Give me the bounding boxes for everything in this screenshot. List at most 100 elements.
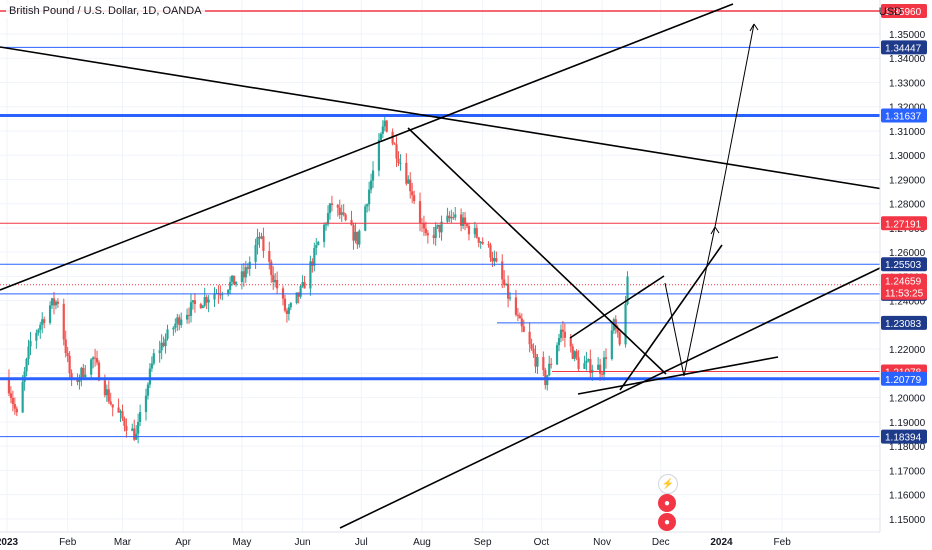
candle-body [536,356,539,367]
candle-body [495,258,498,262]
candle-body [559,329,563,339]
countdown-tag: 11:53:25 [885,289,924,300]
candle-body [121,411,124,419]
symbol-title: British Pound / U.S. Dollar, 1D, OANDA [6,4,205,18]
candle-body [148,368,151,385]
candle-body [117,407,120,413]
candle-body [604,357,608,360]
candle-body [385,120,388,132]
candle-body [569,337,572,347]
candle-body [426,233,429,236]
y-tick-label: 1.29000 [889,175,926,186]
candle-body [614,319,617,330]
candle-body [516,314,519,316]
level-tag-top: 1.35960 [885,7,922,18]
candle-body [139,412,142,422]
candle-body [187,314,191,316]
candle-body [583,363,586,369]
candle-body [422,223,426,229]
y-tick-label: 1.28000 [889,200,926,211]
candle-body [323,224,326,242]
candle-body [144,395,148,413]
level-tag: 1.25503 [885,260,922,271]
candle-body [624,304,627,345]
candle-body [189,302,193,316]
candle-body [520,318,523,327]
candle-body [454,214,457,218]
x-tick-label: 2024 [710,537,733,548]
candle-body [409,179,412,192]
candle-body [518,315,521,319]
candle-body [254,244,257,262]
candle-body [301,282,304,287]
candle-body [39,324,42,330]
candle-body [260,236,263,239]
trend-line [569,275,665,339]
candle-body [407,179,410,184]
candle-body [424,228,427,234]
candle-body [561,329,565,332]
candle-body [542,356,545,371]
candle-body [270,261,273,276]
x-tick-label: Mar [114,537,132,548]
level-tag-bg [881,429,927,444]
candle-body [11,397,14,405]
currency-label[interactable]: USD [878,6,902,18]
candle-body [66,353,69,357]
us-flag-event-icon[interactable]: ● [658,513,676,531]
uk-flag-event-icon[interactable]: ● [658,494,676,512]
candle-body [336,205,339,208]
candle-body [62,303,65,340]
level-tag: 1.23083 [885,319,922,330]
candle-body [309,261,312,289]
candle-body [258,236,261,239]
candle-body [203,297,206,306]
level-tag-bg [881,108,927,123]
candle-body [395,144,398,159]
candle-body [262,236,265,252]
candle-body [178,317,181,326]
candle-body [573,351,576,359]
candle-body [111,404,114,408]
candle-body [493,258,496,262]
candle-body [9,393,13,398]
candle-body [393,143,396,145]
candle-body [383,120,386,127]
candle-body [64,339,67,354]
candle-body [107,389,110,402]
candle-body [315,244,318,248]
candle-body [158,350,161,354]
candle-body [276,280,279,289]
flash-event-icon[interactable]: ⚡ [658,474,678,494]
trend-line [339,267,881,529]
candle-body [205,297,208,303]
candle-body [150,363,153,369]
candle-body [201,305,204,309]
candle-body [352,225,355,241]
candle-body [381,126,384,134]
candle-body [234,281,238,285]
candle-body [133,428,136,440]
candle-body [467,226,471,235]
candle-body [299,286,302,297]
candle-body [13,404,16,409]
candle-body [330,203,334,206]
y-tick-label: 1.31000 [889,127,926,138]
candle-body [229,281,232,290]
candle-body [152,353,155,364]
candle-body [287,307,290,314]
trend-line [0,3,734,291]
candle-body [473,228,476,235]
candle-body [248,261,251,269]
x-tick-label: 2023 [0,537,19,548]
candle-body [84,374,87,378]
y-tick-label: 1.15000 [889,515,926,526]
candle-body [283,298,287,311]
projection-path [664,23,755,377]
candle-body [246,267,249,269]
candle-body [465,224,469,227]
candle-body [172,327,175,330]
candle-body [105,389,108,396]
